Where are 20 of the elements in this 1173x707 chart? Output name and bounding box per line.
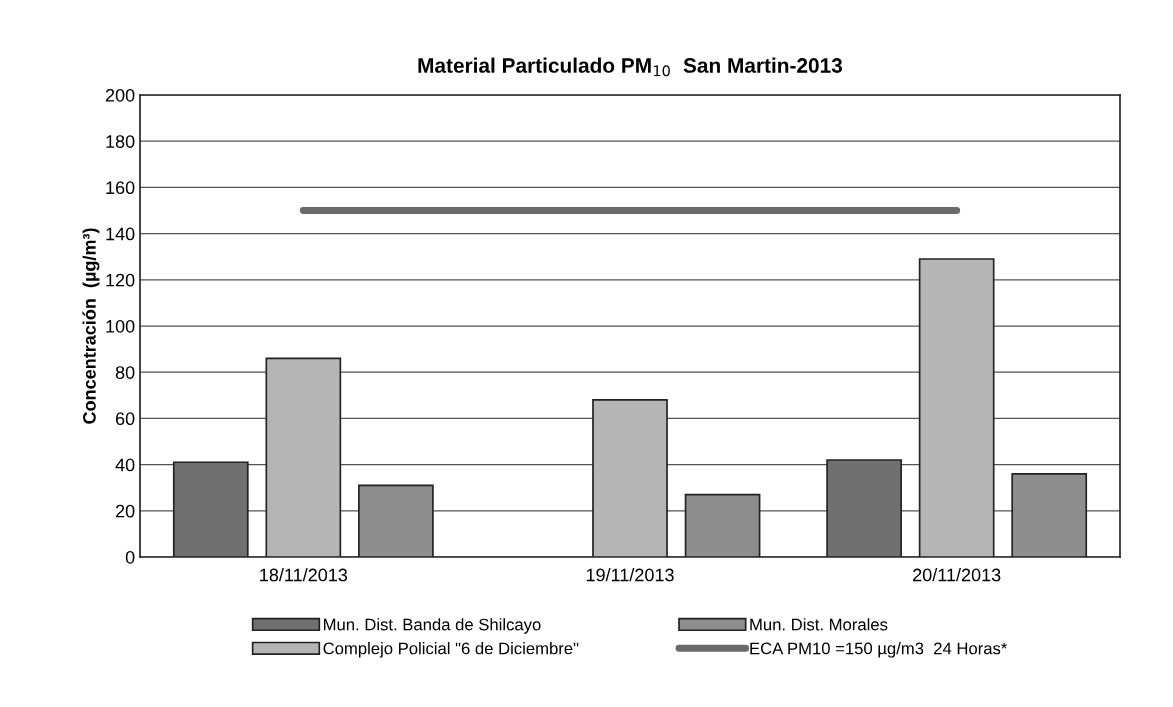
y-tick-label: 100 [106, 319, 135, 333]
y-tick-label: 180 [106, 135, 135, 148]
y-tick-label: 140 [106, 227, 135, 241]
y-axis-title: Concentración (µg/m³) [82, 228, 100, 424]
x-tick-label: 20/11/2013 [913, 568, 1001, 582]
y-tick-label: 0 [125, 550, 135, 564]
y-tick-label: 20 [115, 504, 135, 518]
legend-label: Complejo Policial "6 de Diciembre" [323, 642, 579, 658]
legend-label: ECA PM10 =150 µg/m3 24 Horas* [750, 642, 1008, 658]
chart-title: Material Particulado PM$_{10}$ San Martin-2013 [418, 57, 843, 77]
y-tick-label: 160 [106, 181, 135, 195]
x-tick-label: 19/11/2013 [586, 568, 674, 582]
x-tick-label: 18/11/2013 [260, 568, 348, 582]
y-tick-label: 80 [115, 366, 135, 379]
legend-label: Mun. Dist. Morales [750, 618, 888, 631]
legend-label: Mun. Dist. Banda de Shilcayo [324, 618, 541, 634]
y-tick-label: 200 [105, 88, 135, 102]
y-tick-label: 60 [115, 412, 135, 426]
y-tick-label: 120 [106, 273, 135, 287]
y-tick-label: 40 [115, 458, 135, 472]
